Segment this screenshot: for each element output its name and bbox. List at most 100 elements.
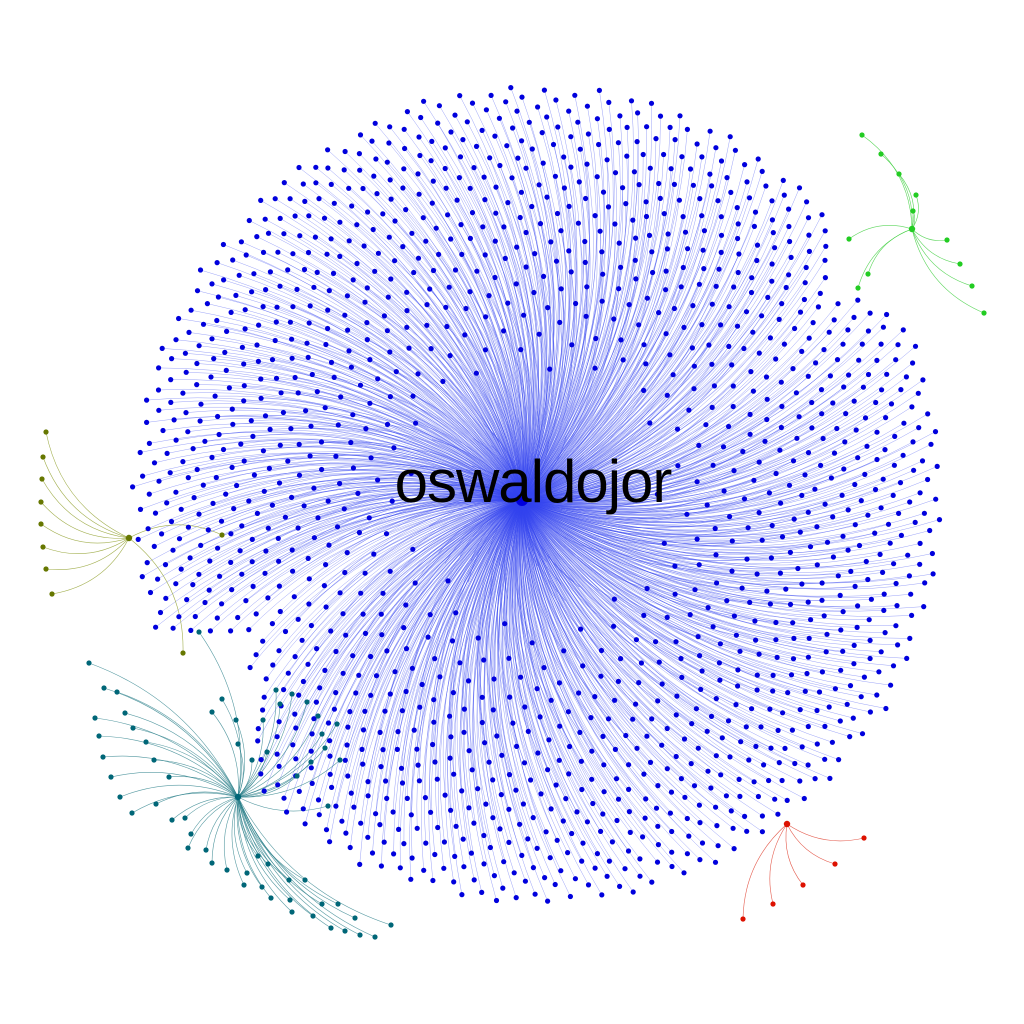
- node: [680, 264, 686, 271]
- node: [194, 360, 200, 367]
- edge: [521, 499, 910, 639]
- node: [265, 525, 271, 531]
- node: [464, 119, 470, 125]
- node: [838, 667, 844, 673]
- node: [237, 548, 243, 554]
- node: [386, 234, 392, 240]
- node: [168, 518, 175, 525]
- edge: [521, 102, 615, 501]
- node: [812, 776, 818, 782]
- node: [747, 599, 753, 606]
- node: [566, 203, 572, 209]
- node: [907, 499, 913, 505]
- node: [661, 151, 667, 158]
- node: [558, 228, 564, 234]
- edge: [521, 499, 877, 696]
- node: [281, 231, 287, 237]
- edge: [270, 271, 523, 501]
- node: [469, 767, 475, 773]
- node: [412, 580, 418, 586]
- node: [337, 480, 343, 487]
- node: [589, 748, 595, 754]
- node: [395, 729, 401, 735]
- node: [220, 241, 226, 248]
- node: [641, 771, 647, 777]
- node: [585, 131, 592, 137]
- node: [644, 733, 650, 739]
- edge: [110, 772, 239, 798]
- edge: [175, 339, 523, 501]
- node: [497, 162, 503, 169]
- node: [679, 154, 685, 160]
- node: [448, 236, 454, 242]
- node: [705, 605, 711, 611]
- node: [519, 852, 525, 859]
- node: [759, 813, 766, 819]
- node: [726, 423, 732, 430]
- node: [454, 197, 460, 203]
- node: [487, 155, 493, 161]
- node: [171, 417, 177, 423]
- node: [190, 582, 196, 588]
- node: [508, 85, 514, 91]
- node: [305, 555, 311, 562]
- node: [277, 215, 283, 221]
- node: [353, 690, 359, 696]
- edge: [304, 499, 523, 824]
- node: [409, 855, 415, 861]
- node: [699, 154, 705, 160]
- node: [346, 238, 352, 244]
- node: [169, 356, 175, 362]
- node: [370, 226, 376, 233]
- edge: [237, 796, 392, 926]
- node: [192, 613, 198, 620]
- node: [596, 87, 603, 93]
- node: [289, 547, 295, 553]
- node: [601, 762, 607, 768]
- node: [834, 425, 840, 432]
- node: [649, 716, 655, 722]
- node: [823, 649, 829, 655]
- edge: [517, 419, 528, 501]
- node: [145, 526, 151, 532]
- node: [933, 496, 939, 502]
- node: [802, 280, 808, 286]
- node: [482, 347, 489, 353]
- node: [254, 510, 260, 516]
- node: [733, 632, 740, 638]
- edge: [521, 168, 691, 501]
- edge: [237, 796, 290, 881]
- node: [895, 342, 901, 348]
- node: [568, 269, 574, 275]
- node: [592, 365, 598, 371]
- node: [920, 377, 926, 383]
- node: [144, 419, 150, 425]
- node: [156, 407, 162, 413]
- node: [859, 731, 866, 737]
- node: [611, 596, 618, 602]
- node: [558, 286, 564, 292]
- node: [403, 688, 409, 695]
- edge: [521, 499, 689, 837]
- node: [129, 810, 135, 816]
- node: [86, 660, 92, 666]
- node: [210, 500, 216, 506]
- edge: [521, 359, 838, 501]
- node: [756, 459, 762, 465]
- node: [537, 221, 544, 227]
- edge: [521, 499, 871, 713]
- node: [930, 571, 936, 577]
- node: [761, 762, 767, 768]
- edge: [146, 397, 523, 501]
- node: [863, 558, 869, 565]
- node: [614, 817, 620, 824]
- node: [471, 165, 477, 171]
- edge: [521, 499, 641, 877]
- edge: [231, 312, 523, 501]
- node: [887, 540, 893, 546]
- node: [159, 531, 165, 537]
- node: [596, 141, 602, 148]
- node: [547, 855, 553, 861]
- node: [626, 302, 632, 308]
- node: [735, 683, 741, 689]
